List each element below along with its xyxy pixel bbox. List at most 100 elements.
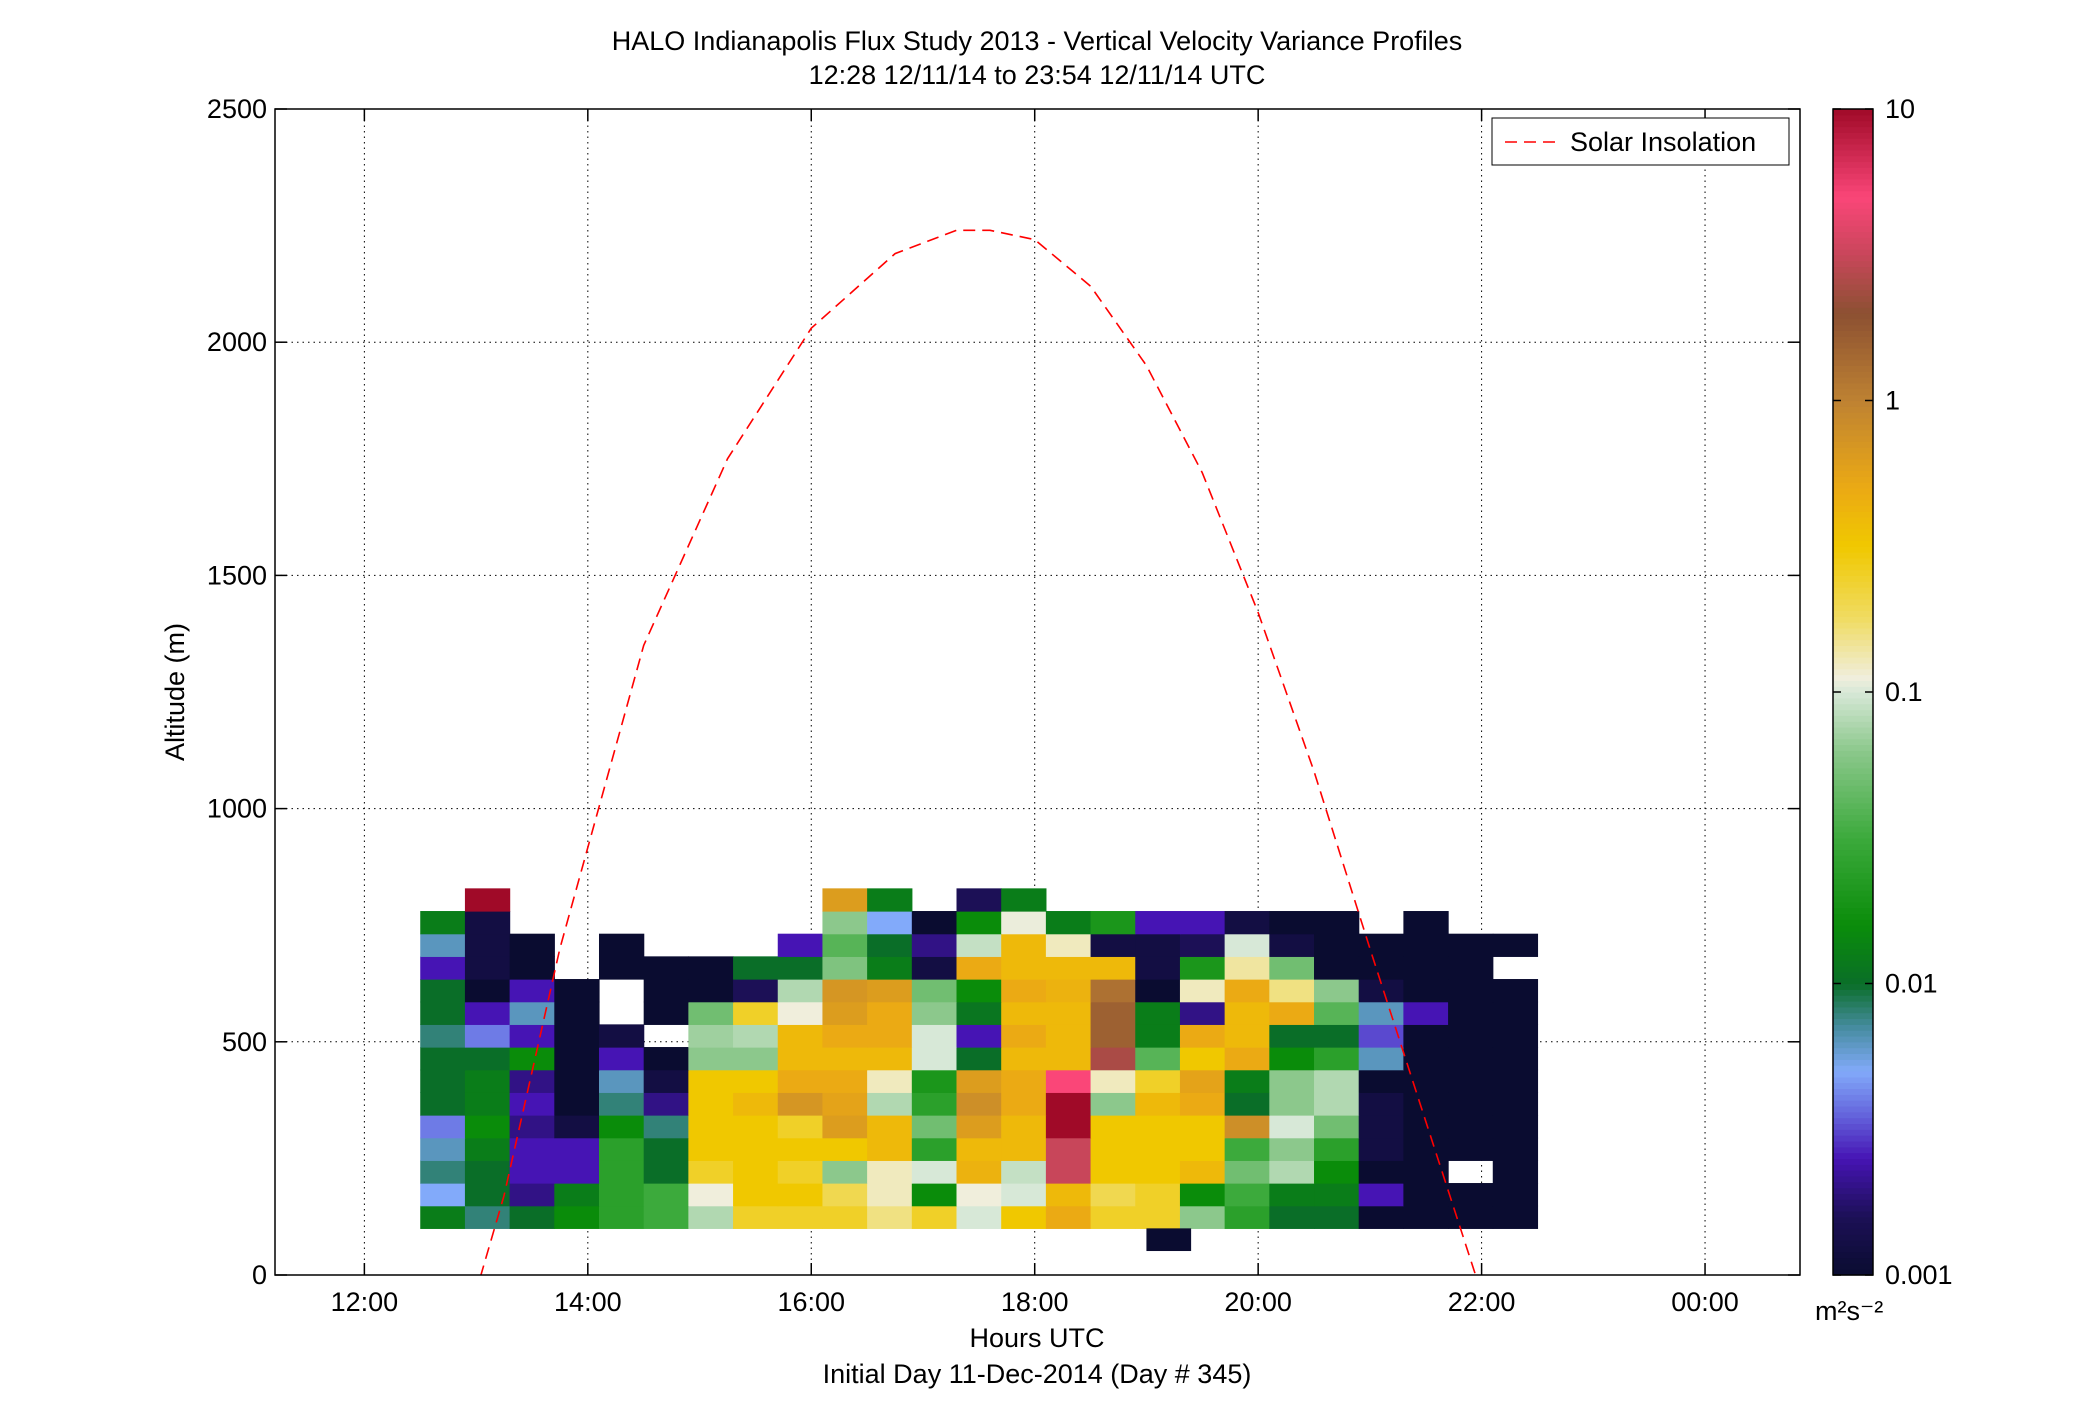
colorbar-segment <box>1833 901 1873 909</box>
heatmap-cell <box>1179 1160 1226 1184</box>
heatmap-cell <box>509 1137 555 1161</box>
heatmap-cell <box>777 1160 824 1184</box>
colorbar-segment <box>1833 1082 1873 1090</box>
heatmap-cell <box>1135 1001 1181 1025</box>
colorbar-segment <box>1833 610 1873 617</box>
heatmap-cell <box>1224 1115 1270 1139</box>
colorbar-segment <box>1833 1222 1873 1229</box>
colorbar-segment <box>1833 435 1873 442</box>
heatmap-cell <box>1448 1137 1494 1161</box>
colorbar-segment <box>1833 318 1873 326</box>
heatmap-cell <box>643 956 689 980</box>
heatmap-cell <box>509 1069 555 1093</box>
heatmap-cell <box>1135 979 1181 1003</box>
heatmap-cell <box>554 1069 600 1093</box>
heatmap-cell <box>777 1069 824 1093</box>
heatmap-cell <box>822 956 868 980</box>
colorbar-segment <box>1833 1000 1873 1008</box>
colorbar-segment <box>1833 417 1873 425</box>
heatmap-cell <box>598 1069 645 1093</box>
colorbar-segment <box>1833 202 1873 209</box>
heatmap-cell <box>956 1205 1002 1229</box>
colorbar-segment <box>1833 1117 1873 1125</box>
colorbar-segment <box>1833 213 1873 221</box>
heatmap-cell <box>1269 933 1315 957</box>
colorbar-segment <box>1833 703 1873 711</box>
heatmap-cell <box>1179 911 1226 935</box>
colorbar-tick-label: 10 <box>1885 94 1915 124</box>
colorbar-segment <box>1833 464 1873 472</box>
heatmap-cell <box>1001 911 1047 935</box>
heatmap-cell <box>1403 979 1449 1003</box>
heatmap-cell <box>1314 979 1360 1003</box>
colorbar-segment <box>1833 884 1873 891</box>
heatmap-cell <box>598 1205 645 1229</box>
heatmap-cell <box>1448 956 1494 980</box>
heatmap-cell <box>1045 1024 1092 1048</box>
colorbar-segment <box>1833 1251 1873 1259</box>
colorbar-segment <box>1833 178 1873 186</box>
heatmap-cell <box>1492 1160 1539 1184</box>
heatmap-cell <box>1135 1205 1181 1229</box>
heatmap-cell <box>1224 1183 1270 1207</box>
heatmap-cell <box>1045 911 1092 935</box>
colorbar-segment <box>1833 633 1873 641</box>
colorbar-segment <box>1833 581 1873 588</box>
heatmap-cell <box>733 1001 779 1025</box>
heatmap-cell <box>1314 1001 1360 1025</box>
colorbar-segment <box>1833 359 1873 367</box>
colorbar-segment <box>1833 767 1873 775</box>
heatmap-cell <box>733 1047 779 1071</box>
axis-ticks: 12:00 14:00 16:00 18:00 20:00 22:00 00:00 0 500 1… <box>207 94 1800 1317</box>
colorbar-segment <box>1833 662 1873 670</box>
heatmap-cell <box>1045 1069 1092 1093</box>
colorbar-segment <box>1833 307 1873 314</box>
heatmap-cell <box>956 888 1002 912</box>
heatmap-cell <box>911 1047 958 1071</box>
heatmap-cell <box>1358 933 1404 957</box>
heatmap-cell <box>688 1205 734 1229</box>
colorbar-segment <box>1833 528 1873 536</box>
heatmap-cell <box>1090 979 1136 1003</box>
colorbar-tick-label: 1 <box>1885 386 1900 416</box>
colorbar-segment <box>1833 447 1873 454</box>
heatmap-cell <box>733 1069 779 1093</box>
colorbar-segment <box>1833 1076 1873 1084</box>
heatmap-cell <box>1135 1024 1181 1048</box>
heatmap-cell <box>822 1137 868 1161</box>
heatmap-cell <box>598 1024 645 1048</box>
heatmap-cell <box>956 1137 1002 1161</box>
colorbar-segment <box>1833 557 1873 565</box>
heatmap-cell <box>956 1183 1002 1207</box>
legend-entry-solar-insolation: Solar Insolation <box>1570 127 1756 157</box>
plot-frame <box>274 108 1801 1276</box>
colorbar-segment <box>1833 196 1873 203</box>
heatmap-cell <box>1403 956 1449 980</box>
colorbar-segment <box>1833 686 1873 693</box>
heatmap-cell <box>643 1047 689 1071</box>
colorbar-segment <box>1833 173 1873 180</box>
heatmap-cell <box>1358 1024 1404 1048</box>
colorbar-segment <box>1833 412 1873 419</box>
colorbar: 0.001 0.01 0.1 1 10 <box>1832 94 1953 1290</box>
heatmap-cell <box>1358 1160 1404 1184</box>
heatmap-cell <box>643 1001 689 1025</box>
heatmap-cell <box>956 1024 1002 1048</box>
heatmap-cell <box>1001 1069 1047 1093</box>
heatmap-cell <box>643 1160 689 1184</box>
heatmap-cell <box>1492 1183 1539 1207</box>
heatmap-cell <box>1179 979 1226 1003</box>
colorbar-segment <box>1833 254 1873 262</box>
heatmap-cell <box>554 1137 600 1161</box>
heatmap-cell <box>911 956 958 980</box>
heatmap-cell <box>911 1115 958 1139</box>
colorbar-segment <box>1833 552 1873 559</box>
colorbar-segment <box>1833 1059 1873 1066</box>
colorbar-segment <box>1833 721 1873 728</box>
colorbar-segment <box>1833 1088 1873 1095</box>
heatmap-cell <box>956 1069 1002 1093</box>
colorbar-segment <box>1833 487 1873 495</box>
colorbar-segment <box>1833 925 1873 932</box>
colorbar-segment <box>1833 377 1873 384</box>
heatmap-cell <box>822 1115 868 1139</box>
